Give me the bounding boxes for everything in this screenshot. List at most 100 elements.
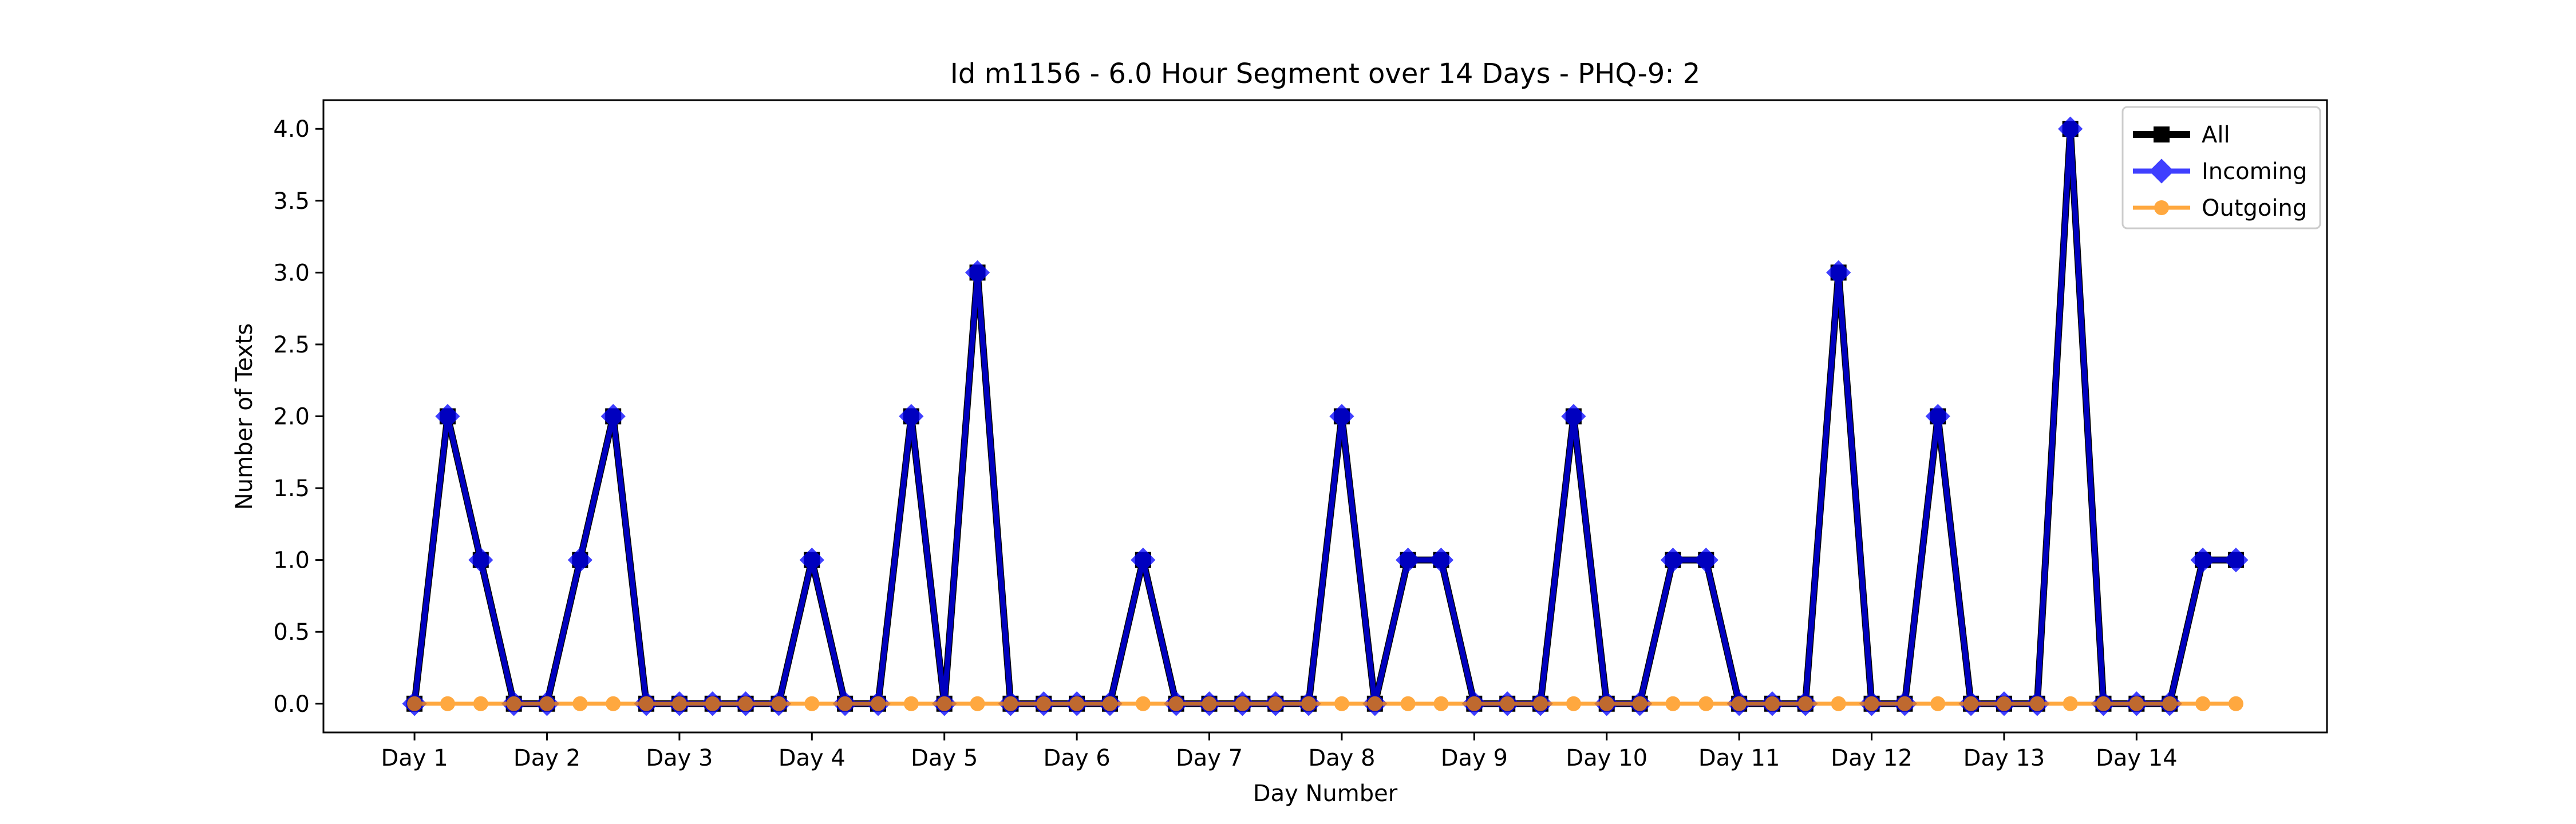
data-point-outgoing bbox=[1334, 696, 1349, 711]
data-point-outgoing bbox=[871, 696, 886, 711]
data-point-incoming bbox=[468, 548, 493, 573]
data-point-outgoing bbox=[837, 696, 853, 711]
legend-item-all bbox=[2133, 126, 2190, 142]
data-point-outgoing bbox=[1135, 696, 1151, 711]
data-point-outgoing bbox=[2195, 696, 2211, 711]
x-tick-label: Day 5 bbox=[911, 745, 978, 771]
y-tick-label: 2.0 bbox=[273, 404, 310, 430]
data-point-incoming bbox=[1693, 548, 1718, 573]
data-point-incoming bbox=[2223, 548, 2249, 573]
data-point-outgoing bbox=[937, 696, 952, 711]
data-point-incoming bbox=[2058, 116, 2083, 141]
data-point-outgoing bbox=[804, 696, 820, 711]
data-point-outgoing bbox=[639, 696, 654, 711]
legend-item-incoming bbox=[2133, 159, 2190, 184]
data-point-outgoing bbox=[1400, 696, 1416, 711]
data-point-outgoing bbox=[473, 696, 488, 711]
x-tick-label: Day 3 bbox=[646, 745, 713, 771]
y-tick-label: 1.5 bbox=[273, 476, 310, 502]
x-tick-label: Day 9 bbox=[1441, 745, 1508, 771]
data-point-outgoing bbox=[771, 696, 787, 711]
y-tick-label: 0.0 bbox=[273, 691, 310, 718]
data-point-incoming bbox=[899, 403, 924, 429]
x-tick-label: Day 12 bbox=[1831, 745, 1913, 771]
data-point-incoming bbox=[1660, 548, 1686, 573]
x-tick-label: Day 10 bbox=[1566, 745, 1647, 771]
data-point-incoming bbox=[1925, 403, 1950, 429]
legend-label-outgoing: Outgoing bbox=[2202, 195, 2307, 221]
y-axis-title: Number of Texts bbox=[231, 323, 258, 510]
data-point-outgoing bbox=[1566, 696, 1581, 711]
data-point-outgoing bbox=[1930, 696, 1946, 711]
x-tick-label: Day 6 bbox=[1044, 745, 1111, 771]
data-point-outgoing bbox=[1235, 696, 1250, 711]
data-point-outgoing bbox=[539, 696, 555, 711]
y-tick-label: 0.5 bbox=[273, 619, 310, 645]
data-point-outgoing bbox=[2162, 696, 2178, 711]
data-point-outgoing bbox=[1797, 696, 1813, 711]
data-point-incoming bbox=[1396, 548, 1421, 573]
legend-marker-incoming bbox=[2149, 159, 2174, 184]
data-point-outgoing bbox=[2029, 696, 2045, 711]
data-point-outgoing bbox=[1003, 696, 1018, 711]
x-tick-label: Day 2 bbox=[513, 745, 580, 771]
y-tick-label: 2.5 bbox=[273, 332, 310, 358]
data-point-outgoing bbox=[1036, 696, 1052, 711]
data-point-outgoing bbox=[1268, 696, 1283, 711]
data-point-outgoing bbox=[1599, 696, 1614, 711]
data-point-outgoing bbox=[1698, 696, 1714, 711]
data-point-outgoing bbox=[1069, 696, 1085, 711]
legend-label-all: All bbox=[2202, 122, 2230, 148]
data-point-outgoing bbox=[1367, 696, 1382, 711]
chart-title: Id m1156 - 6.0 Hour Segment over 14 Days… bbox=[950, 58, 1701, 90]
data-point-incoming bbox=[600, 403, 626, 429]
data-point-incoming bbox=[1428, 548, 1454, 573]
x-tick-label: Day 8 bbox=[1308, 745, 1375, 771]
y-tick-label: 4.0 bbox=[273, 116, 310, 142]
x-tick-label: Day 1 bbox=[381, 745, 448, 771]
data-point-outgoing bbox=[1168, 696, 1184, 711]
data-point-outgoing bbox=[1533, 696, 1548, 711]
legend-marker-outgoing bbox=[2154, 200, 2169, 215]
data-point-outgoing bbox=[1500, 696, 1515, 711]
x-tick-label: Day 14 bbox=[2096, 745, 2178, 771]
x-tick-label: Day 11 bbox=[1698, 745, 1780, 771]
data-point-incoming bbox=[2190, 548, 2215, 573]
data-point-outgoing bbox=[903, 696, 919, 711]
data-point-outgoing bbox=[970, 696, 985, 711]
data-point-outgoing bbox=[1996, 696, 2012, 711]
data-point-incoming bbox=[799, 548, 824, 573]
data-point-outgoing bbox=[1301, 696, 1317, 711]
data-point-incoming bbox=[1561, 403, 1586, 429]
data-point-outgoing bbox=[572, 696, 588, 711]
data-point-outgoing bbox=[2129, 696, 2144, 711]
data-point-outgoing bbox=[1732, 696, 1747, 711]
y-axis: 0.0 0.5 1.0 1.5 2.0 2.5 3.0 3.5 4.0 bbox=[273, 116, 323, 718]
data-point-outgoing bbox=[1864, 696, 1879, 711]
data-point-incoming bbox=[435, 403, 460, 429]
data-point-incoming bbox=[567, 548, 592, 573]
legend-label-incoming: Incoming bbox=[2202, 159, 2307, 185]
data-point-outgoing bbox=[1202, 696, 1217, 711]
y-tick-label: 3.5 bbox=[273, 188, 310, 215]
data-point-outgoing bbox=[1433, 696, 1449, 711]
legend: All Incoming Outgoing bbox=[2121, 106, 2321, 229]
x-tick-label: Day 13 bbox=[1963, 745, 2045, 771]
data-point-outgoing bbox=[1665, 696, 1681, 711]
data-point-incoming bbox=[1329, 403, 1354, 429]
data-point-outgoing bbox=[506, 696, 521, 711]
x-tick-label: Day 4 bbox=[779, 745, 846, 771]
data-point-outgoing bbox=[738, 696, 753, 711]
x-axis: Day 1 Day 2 Day 3 Day 4 Day 5 Day 6 Day 7 Day 8… bbox=[381, 732, 2178, 771]
data-point-outgoing bbox=[606, 696, 621, 711]
data-point-outgoing bbox=[440, 696, 455, 711]
data-point-outgoing bbox=[1963, 696, 1979, 711]
data-point-outgoing bbox=[1831, 696, 1846, 711]
data-point-outgoing bbox=[2063, 696, 2078, 711]
data-point-outgoing bbox=[2096, 696, 2111, 711]
data-point-outgoing bbox=[1467, 696, 1482, 711]
data-point-outgoing bbox=[1764, 696, 1780, 711]
legend-item-outgoing bbox=[2133, 200, 2190, 215]
data-point-outgoing bbox=[2228, 696, 2243, 711]
